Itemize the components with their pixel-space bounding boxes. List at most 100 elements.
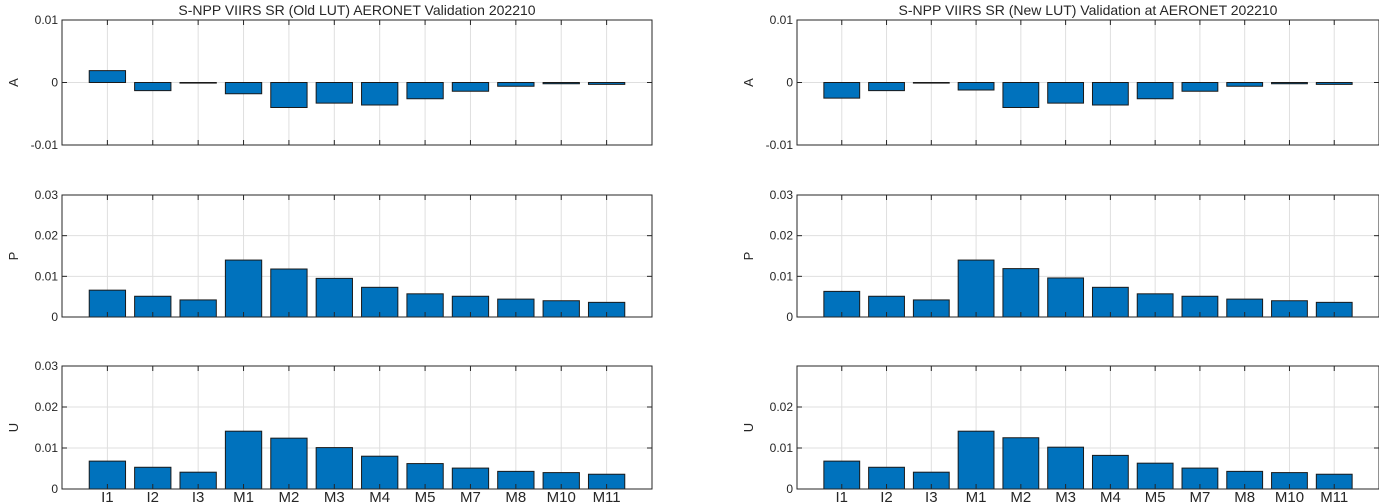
- y-tick-label: 0.02: [35, 400, 59, 414]
- bar-M8: [497, 82, 535, 87]
- y-axis-label: P: [6, 252, 21, 261]
- bar-I1: [823, 82, 861, 99]
- bar-M4: [361, 455, 399, 490]
- axes-frame: [796, 365, 1379, 490]
- bar-M1: [957, 82, 995, 91]
- x-tick-label: I2: [147, 489, 160, 503]
- x-tick-label: M4: [369, 489, 390, 503]
- y-tick-label: 0.03: [35, 188, 59, 202]
- bar-M3: [1047, 277, 1085, 318]
- y-tick-label: -0.01: [766, 138, 794, 152]
- bar-I2: [868, 82, 905, 92]
- x-tick-label: M7: [460, 489, 481, 503]
- y-axis-label: P: [741, 252, 756, 261]
- panel-U: 0 0.01 0.02 U I1 I2 I3 M1 M2 M3 M4 M5 M7 M8 M10 M11: [741, 365, 1379, 503]
- bar-M1: [224, 259, 263, 318]
- y-tick-label: 0: [51, 482, 58, 496]
- panel-A: -0.01 0 0.01 A: [6, 13, 653, 152]
- bar-M2: [1002, 268, 1040, 318]
- y-tick-label: 0: [786, 310, 793, 324]
- x-tick-label: M5: [1145, 489, 1166, 503]
- bar-M8: [1226, 82, 1264, 87]
- bar-M7: [1181, 82, 1219, 92]
- x-tick-label: M2: [279, 489, 300, 503]
- bar-M1: [224, 430, 263, 490]
- bar-M11: [587, 82, 626, 85]
- y-tick-label: 0.01: [770, 441, 794, 455]
- y-tick-label: 0.02: [35, 229, 59, 243]
- bar-I2: [134, 82, 172, 92]
- x-tick-label: M11: [593, 489, 621, 503]
- bar-M3: [315, 82, 353, 104]
- bar-M4: [1091, 454, 1129, 490]
- x-tick-label: M1: [966, 489, 987, 503]
- panel-A: -0.01 0 0.01 A: [741, 13, 1379, 152]
- x-tick-label: M10: [547, 489, 576, 503]
- y-tick-label: 0.01: [770, 13, 794, 27]
- y-tick-label: 0.01: [35, 13, 59, 27]
- bar-M2: [270, 268, 308, 318]
- y-tick-label: 0.01: [35, 269, 59, 283]
- bar-M5: [406, 82, 444, 100]
- y-axis-label: A: [741, 78, 756, 87]
- bar-M7: [451, 82, 490, 92]
- x-tick-label: I1: [101, 489, 114, 503]
- axes-frame: [61, 194, 653, 318]
- x-tick-label: M11: [1320, 489, 1348, 503]
- y-tick-label: 0.02: [770, 229, 794, 243]
- bar-M3: [315, 277, 353, 318]
- bar-I3: [912, 82, 950, 84]
- y-axis-label: U: [6, 423, 21, 432]
- axes-frame: [61, 365, 653, 490]
- x-tick-label: I3: [192, 489, 205, 503]
- bar-M2: [270, 437, 308, 490]
- x-tick-label: M5: [415, 489, 436, 503]
- x-tick-label: M8: [505, 489, 526, 503]
- chart-title: S-NPP VIIRS SR (New LUT) Validation at A…: [899, 2, 1278, 18]
- y-axis-label: A: [6, 78, 21, 87]
- y-tick-label: 0.03: [770, 188, 794, 202]
- x-tick-label: M3: [1055, 489, 1076, 503]
- y-tick-label: 0.01: [35, 441, 59, 455]
- chart-2: S-NPP VIIRS SR (New LUT) Validation at A…: [741, 2, 1379, 503]
- bar-M5: [1136, 82, 1174, 100]
- y-tick-label: -0.01: [31, 138, 59, 152]
- panel-P: 0 0.01 0.02 0.03 P: [741, 188, 1379, 324]
- bar-M1: [224, 82, 263, 95]
- x-tick-label: M2: [1010, 489, 1031, 503]
- bar-I3: [179, 82, 217, 84]
- bar-M4: [1091, 82, 1129, 106]
- bar-M1: [957, 430, 995, 490]
- y-tick-label: 0: [51, 76, 58, 90]
- bar-M3: [315, 447, 353, 490]
- x-tick-label: M4: [1100, 489, 1121, 503]
- axes-frame: [796, 194, 1379, 318]
- bar-M5: [1136, 462, 1174, 490]
- bar-M1: [957, 259, 995, 318]
- panel-U: 0 0.01 0.02 0.03 U I1 I2 I3 M1 M2 M3 M4 M5 M7 M8 M10 M11: [6, 359, 653, 503]
- panel-P: 0 0.01 0.02 0.03 P: [6, 188, 653, 324]
- y-tick-label: 0: [786, 76, 793, 90]
- y-axis-label: U: [741, 423, 756, 432]
- bar-M2: [1002, 437, 1040, 490]
- bar-M10: [542, 82, 580, 85]
- x-tick-label: M1: [233, 489, 254, 503]
- chart-1: S-NPP VIIRS SR (Old LUT) AERONET Validat…: [6, 2, 653, 503]
- x-tick-label: M8: [1234, 489, 1255, 503]
- y-tick-label: 0.03: [35, 359, 59, 373]
- x-tick-label: M3: [324, 489, 345, 503]
- chart-title: S-NPP VIIRS SR (Old LUT) AERONET Validat…: [178, 2, 535, 18]
- bar-M11: [1315, 82, 1353, 85]
- bar-M2: [1002, 82, 1040, 108]
- x-tick-label: M7: [1190, 489, 1211, 503]
- bar-M3: [1047, 82, 1085, 104]
- bar-M4: [361, 82, 399, 106]
- x-tick-label: I3: [925, 489, 938, 503]
- x-tick-label: I2: [880, 489, 893, 503]
- bar-M10: [1271, 82, 1308, 85]
- y-tick-label: 0: [51, 310, 58, 324]
- bar-M3: [1047, 446, 1085, 490]
- bar-I1: [88, 70, 127, 83]
- x-tick-label: I1: [836, 489, 849, 503]
